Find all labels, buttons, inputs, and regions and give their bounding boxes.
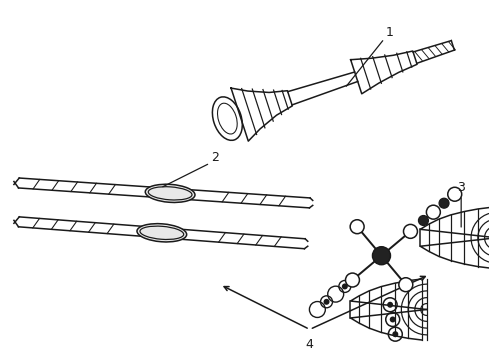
Circle shape — [399, 278, 413, 292]
Circle shape — [345, 273, 360, 287]
Circle shape — [387, 302, 393, 308]
Circle shape — [403, 224, 417, 238]
Text: 1: 1 — [386, 26, 393, 39]
Circle shape — [392, 331, 398, 337]
Ellipse shape — [145, 184, 195, 202]
Circle shape — [372, 247, 391, 265]
Circle shape — [418, 216, 428, 225]
Ellipse shape — [137, 224, 187, 242]
Circle shape — [439, 198, 449, 208]
Text: 2: 2 — [211, 150, 219, 163]
Circle shape — [323, 299, 329, 305]
Circle shape — [350, 220, 364, 234]
Circle shape — [390, 316, 396, 323]
Circle shape — [342, 283, 348, 289]
Text: 4: 4 — [306, 338, 314, 351]
Text: 3: 3 — [457, 181, 465, 194]
